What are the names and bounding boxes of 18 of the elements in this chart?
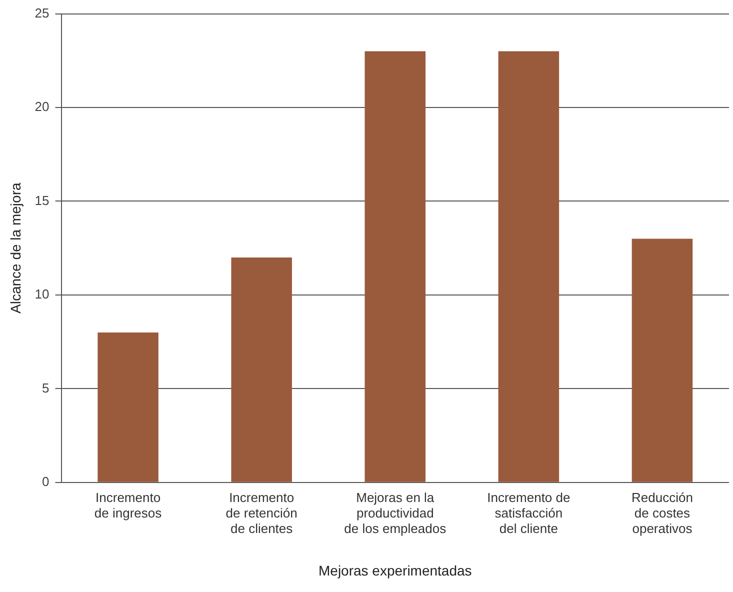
y-tick-label: 25 [34,5,50,20]
bar [98,332,158,482]
bar [498,51,560,482]
x-tick-label: Mejoras en la productividad de los empleados [344,490,447,536]
y-tick-label: 20 [34,99,50,114]
bar [231,257,292,482]
y-tick-label: 10 [34,286,50,302]
x-tick-label: Incremento de ingresos [94,490,162,520]
y-tick-label: 0 [42,474,50,489]
x-axis-title: Mejoras experimentadas [318,562,472,578]
x-tick-label: Incremento de retención de clientes [226,490,298,536]
y-axis-title: Alcance de la mejora [7,182,24,314]
bar [632,238,693,482]
y-tick-label: 15 [34,192,50,208]
bar [364,51,426,482]
y-tick-label: 5 [42,380,50,396]
x-tick-label: Reducción de costes operativos [632,490,693,536]
x-tick-label: Incremento de satisfacción del cliente [487,490,570,536]
